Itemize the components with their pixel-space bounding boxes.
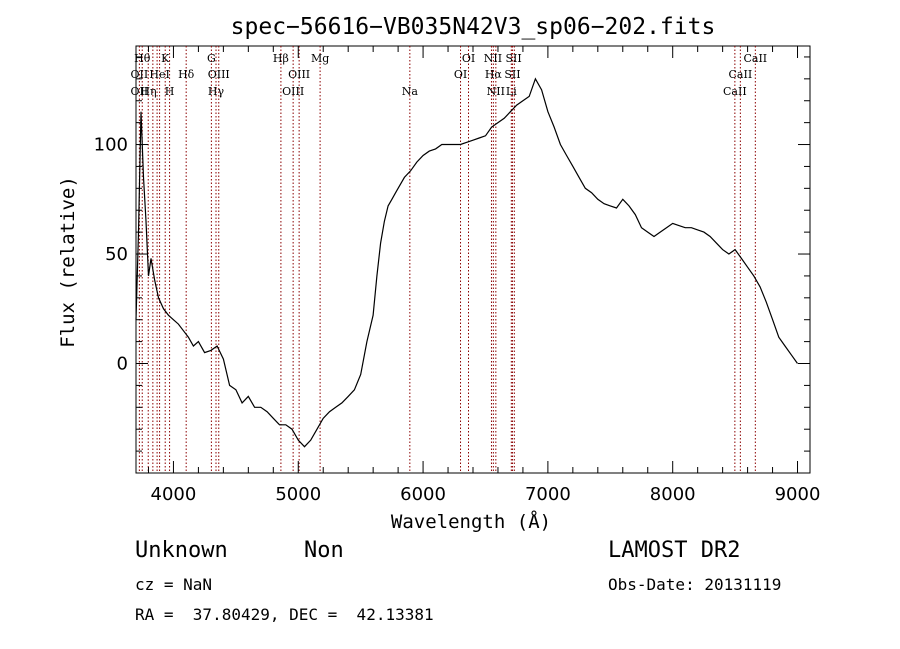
line-marker-label: Hθ: [134, 52, 151, 65]
line-marker-label: HeI: [149, 68, 169, 81]
line-marker-label: K: [161, 52, 170, 65]
x-tick-label: 6000: [400, 484, 446, 505]
line-marker-label: OIII: [288, 68, 310, 81]
line-marker-label: Na: [402, 85, 419, 98]
y-tick-label: 50: [105, 244, 128, 265]
y-tick-label: 0: [117, 354, 128, 375]
line-marker-label: Hη: [140, 85, 156, 98]
spectrum-line: [135, 77, 798, 448]
line-marker-label: OII: [131, 85, 149, 98]
line-marker-label: Hα: [485, 68, 503, 81]
line-marker-label: OII: [131, 68, 149, 81]
line-marker-label: OI: [454, 68, 467, 81]
line-markers: [138, 46, 756, 473]
redshift-cz: cz = NaN: [135, 575, 213, 594]
line-marker-label: Hδ: [178, 68, 195, 81]
line-marker-label: NII: [484, 52, 502, 65]
line-marker-label: OIII: [208, 68, 230, 81]
line-marker-label: Hβ: [273, 52, 289, 65]
line-marker-label: G: [207, 52, 216, 65]
plot-frame: [135, 45, 811, 474]
observation-date: Obs-Date: 20131119: [608, 575, 782, 594]
object-class: Unknown: [135, 538, 228, 563]
survey-name: LAMOST DR2: [608, 538, 741, 563]
line-marker-label: NII: [487, 85, 505, 98]
object-subclass: Non: [304, 538, 344, 563]
line-marker-label: SII: [505, 52, 521, 65]
y-tick-label: 100: [94, 135, 128, 156]
x-tick-label: 8000: [650, 484, 696, 505]
line-marker-label: OIII: [282, 85, 304, 98]
x-tick-label: 4000: [151, 484, 197, 505]
line-marker-label: Hγ: [208, 85, 225, 98]
line-marker-label: Mg: [311, 52, 329, 65]
line-marker-label: CaII: [723, 85, 747, 98]
line-marker-label: CaII: [729, 68, 753, 81]
x-axis-label: Wavelength (Å): [391, 510, 551, 533]
line-marker-label: CaII: [743, 52, 767, 65]
y-axis-label: Flux (relative): [57, 176, 79, 348]
line-marker-label: OI: [462, 52, 475, 65]
x-axis-ticks: 4000 5000 6000 7000 8000 9000: [147, 46, 821, 505]
coordinates: RA = 37.80429, DEC = 42.13381: [135, 605, 434, 624]
line-marker-label: Li: [506, 85, 517, 98]
x-tick-label: 5000: [275, 484, 321, 505]
line-marker-label: SII: [504, 68, 520, 81]
y-axis-ticks: 0 50 100: [94, 56, 810, 474]
chart-title: spec−56616−VB035N42V3_sp06−202.fits: [231, 14, 716, 40]
x-tick-label: 7000: [525, 484, 571, 505]
line-marker-label: H: [165, 85, 175, 98]
x-tick-label: 9000: [775, 484, 821, 505]
